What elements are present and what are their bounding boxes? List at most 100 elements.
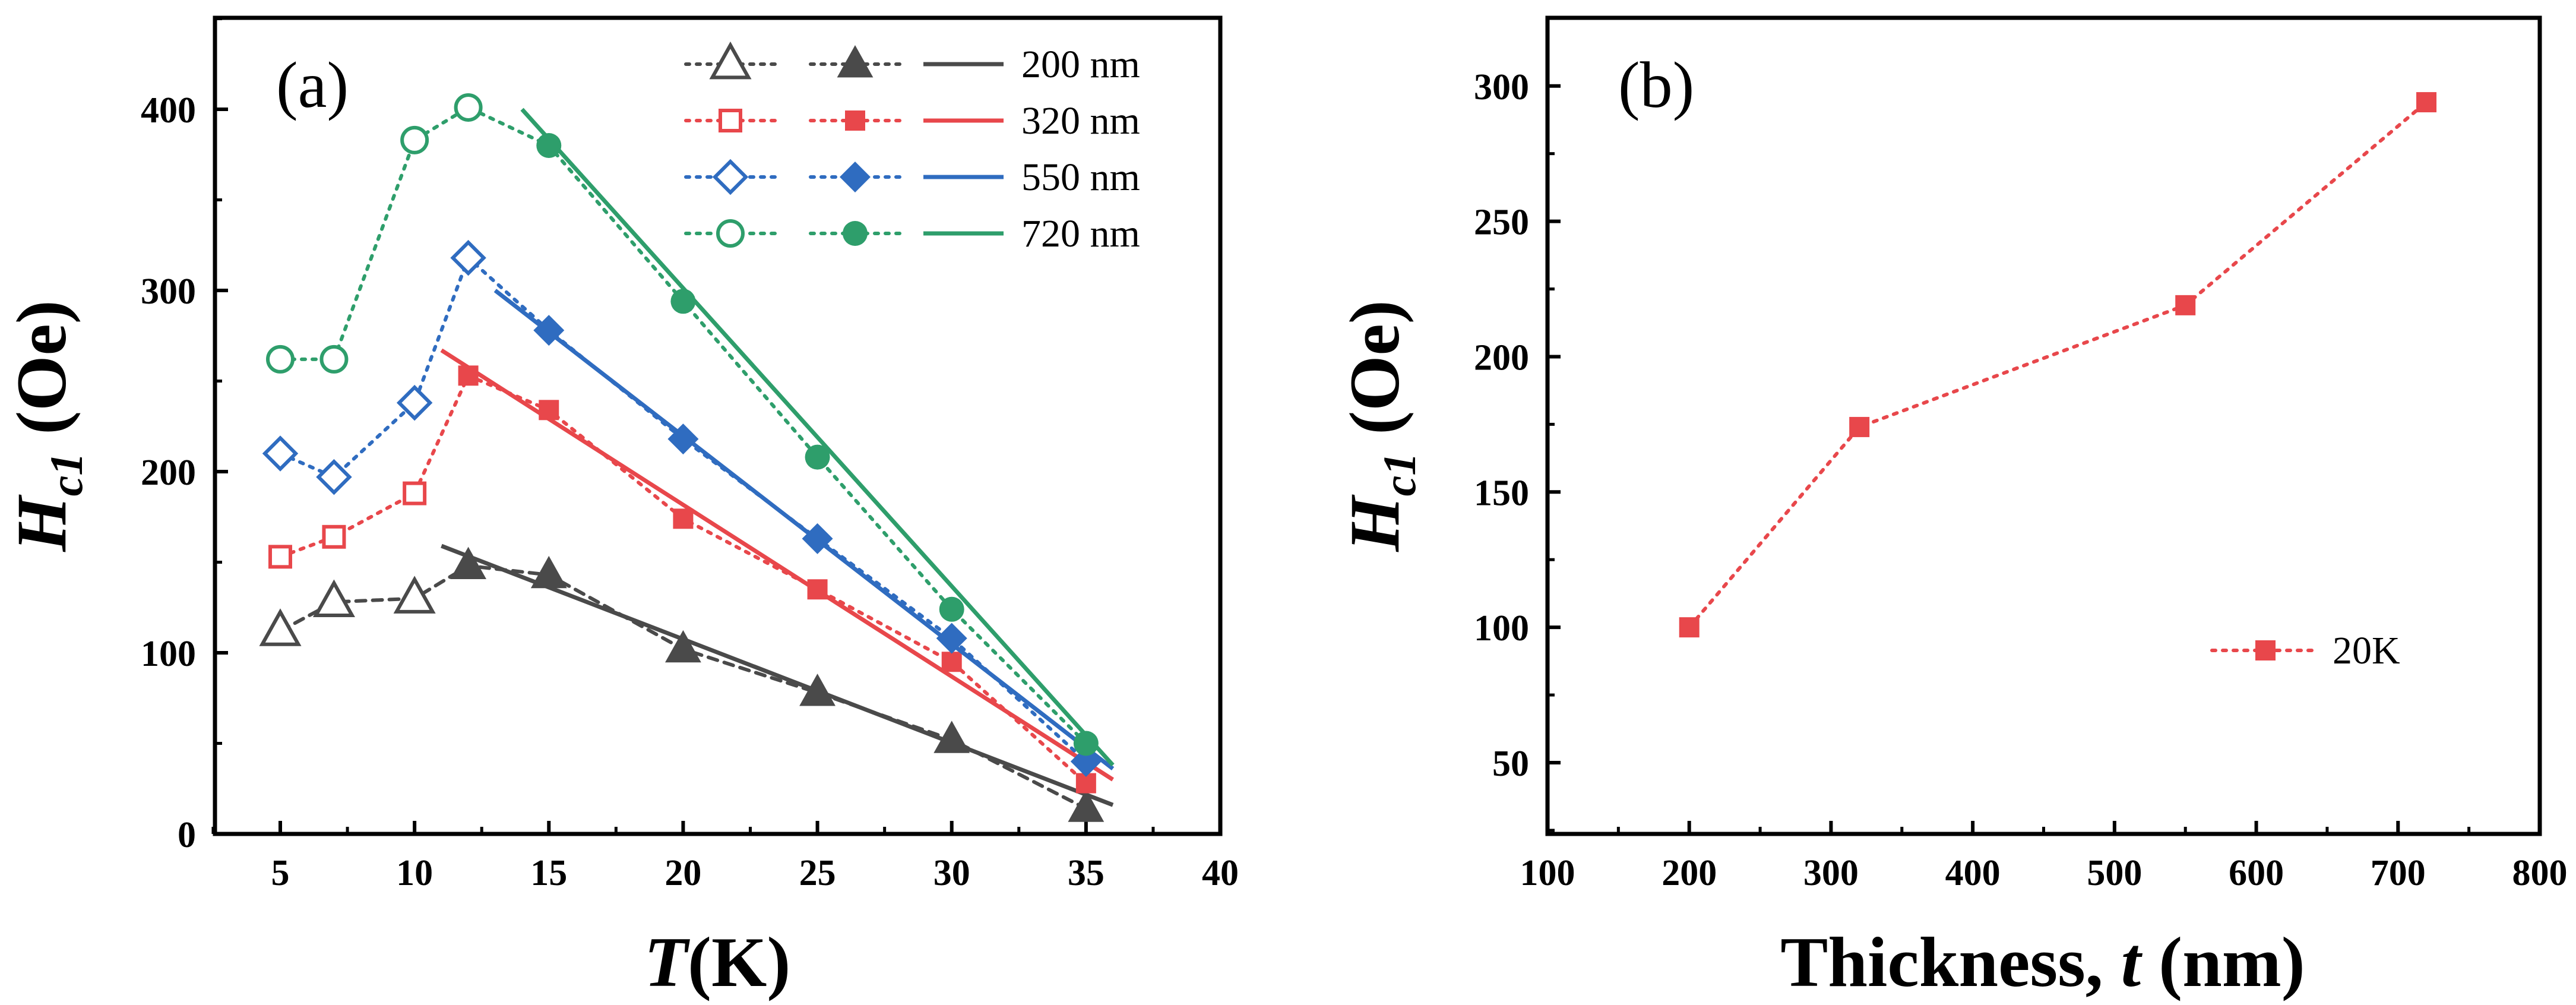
- chart-b-y-tick-label: 50: [1492, 744, 1529, 784]
- chart-b-series-line-20K: [1687, 100, 2429, 630]
- chart-a-y-tick-label: 0: [178, 815, 196, 855]
- chart-a-x-axis-title: T(K): [644, 922, 791, 1001]
- chart-b-y-tick-labels: 50 100 150 200 250 300: [1474, 67, 1529, 784]
- chart-b-legend-marker: [2255, 640, 2276, 660]
- chart-a-point-open-550-nm: [396, 384, 433, 421]
- chart-a-panel-label: (a): [276, 49, 349, 121]
- chart-a-legend-label-720-nm: 720 nm: [1021, 212, 1140, 255]
- chart-b-y-tick-label: 250: [1474, 203, 1529, 243]
- chart-a-point-filled-720-nm: [939, 596, 964, 622]
- chart-b-y-tick-label: 150: [1474, 473, 1529, 513]
- chart-a-plot-area: [211, 17, 1222, 836]
- chart-b-legend-label: 20K: [2333, 629, 2400, 672]
- chart-a-point-filled-550-nm: [802, 523, 833, 554]
- chart-a-point-filled-200-nm: [799, 674, 836, 706]
- chart-b-point-20K: [1679, 617, 1700, 638]
- chart-a-legend-label-200-nm: 200 nm: [1021, 43, 1140, 86]
- chart-a-point-filled-200-nm: [665, 630, 701, 663]
- chart-a-point-filled-200-nm: [933, 720, 970, 753]
- chart-b-x-tick-label: 700: [2371, 853, 2426, 893]
- chart-a-frame: [213, 15, 1223, 836]
- chart-b-x-tick-label: 400: [1945, 853, 2001, 893]
- chart-panel-a: (a) 200 nm 320 nm 550 nm 720 nm 5 10 15 20 25 30…: [2, 15, 1239, 1001]
- chart-a-fit-line-720-nm: [520, 108, 1115, 767]
- chart-a-x-tick-label: 25: [799, 853, 836, 893]
- chart-a-point-open-200-nm: [393, 576, 436, 614]
- chart-a-fit-line-320-nm: [440, 348, 1114, 782]
- chart-b-x-tick-label: 300: [1803, 853, 1859, 893]
- chart-a-y-tick-label: 400: [141, 90, 196, 131]
- chart-b-y-axis-title: Hc1(Oe): [1335, 300, 1425, 552]
- chart-a-point-filled-550-nm: [533, 315, 565, 346]
- chart-a-point-filled-720-nm: [536, 133, 562, 158]
- chart-a-point-open-720-nm: [454, 93, 483, 122]
- chart-b-point-20K: [2416, 92, 2437, 113]
- chart-a-legend-filled-marker-720-nm: [843, 221, 868, 246]
- chart-a-point-filled-720-nm: [805, 444, 830, 470]
- chart-b-legend: 20K: [2210, 629, 2400, 672]
- chart-b-x-axis-title: Thickness, t (nm): [1780, 922, 2305, 1001]
- chart-a-point-open-550-nm: [262, 435, 299, 472]
- chart-a-point-open-720-nm: [266, 345, 295, 374]
- chart-a-point-open-550-nm: [316, 459, 352, 495]
- chart-a-point-filled-320-nm: [458, 365, 479, 386]
- chart-a-point-filled-550-nm: [667, 424, 699, 455]
- chart-a-point-filled-720-nm: [1073, 731, 1099, 756]
- chart-a-point-filled-200-nm: [450, 546, 486, 579]
- chart-a-legend-open-marker-200-nm: [709, 41, 752, 80]
- chart-b-y-tick-label: 100: [1474, 608, 1529, 649]
- chart-panel-b: (b) 20K 100 200 300 400 500 600 700 800 50 100 15…: [1335, 15, 2568, 1001]
- chart-a-x-tick-label: 10: [396, 853, 433, 893]
- chart-b-x-tick-labels: 100 200 300 400 500 600 700 800: [1520, 853, 2568, 893]
- chart-a-point-filled-550-nm: [1070, 746, 1102, 777]
- chart-a-x-tick-labels: 5 10 15 20 25 30 35 40: [271, 853, 1239, 893]
- chart-a-point-filled-200-nm: [1068, 789, 1105, 822]
- chart-a-x-tick-label: 20: [664, 853, 701, 893]
- chart-a-y-tick-label: 300: [141, 271, 196, 312]
- chart-a-point-open-550-nm: [450, 239, 486, 276]
- chart-a-point-filled-720-nm: [670, 289, 696, 314]
- chart-a-point-open-320-nm: [322, 524, 346, 549]
- chart-b-plot-area: [1546, 17, 2542, 834]
- chart-a-legend-filled-marker-320-nm: [845, 110, 865, 131]
- chart-b-point-20K: [1849, 416, 1870, 437]
- chart-b-frame: [1545, 15, 2542, 836]
- chart-a-legend-open-marker-550-nm: [712, 159, 749, 195]
- chart-a-x-tick-label: 35: [1068, 853, 1105, 893]
- chart-a-x-tick-label: 40: [1202, 853, 1239, 893]
- chart-a-x-tick-label: 30: [933, 853, 970, 893]
- chart-b-y-tick-label: 300: [1474, 67, 1529, 108]
- chart-a-point-filled-550-nm: [936, 622, 967, 654]
- chart-b-x-tick-label: 800: [2512, 853, 2568, 893]
- chart-a-point-filled-320-nm: [673, 508, 694, 529]
- chart-b-y-tick-label: 200: [1474, 337, 1529, 378]
- chart-b-x-tick-label: 200: [1662, 853, 1717, 893]
- chart-a-x-tick-label: 5: [271, 853, 290, 893]
- chart-b-x-tick-label: 500: [2087, 853, 2142, 893]
- chart-b-point-20K: [2175, 295, 2196, 315]
- chart-a-legend-filled-marker-550-nm: [840, 162, 871, 192]
- chart-b-x-tick-label: 100: [1520, 853, 1575, 893]
- chart-b-panel-label: (b): [1618, 49, 1694, 121]
- chart-a-point-open-200-nm: [312, 579, 355, 617]
- chart-a-fit-line-200-nm: [441, 543, 1114, 807]
- chart-a-point-open-720-nm: [319, 345, 349, 374]
- chart-a-point-filled-320-nm: [807, 579, 828, 600]
- chart-a-legend-label-320-nm: 320 nm: [1021, 99, 1140, 143]
- chart-b-x-tick-label: 600: [2229, 853, 2284, 893]
- chart-a-y-tick-label: 200: [141, 453, 196, 493]
- chart-a-legend-open-marker-320-nm: [719, 109, 742, 132]
- chart-a-y-tick-labels: 0 100 200 300 400: [141, 90, 196, 855]
- chart-a-fit-line-550-nm: [493, 289, 1115, 770]
- chart-a-point-filled-320-nm: [539, 400, 559, 421]
- chart-a-point-filled-320-nm: [941, 652, 962, 672]
- chart-a-legend: 200 nm 320 nm 550 nm 720 nm: [684, 41, 1140, 255]
- chart-a-point-open-720-nm: [400, 125, 429, 154]
- chart-a-point-open-320-nm: [268, 545, 292, 569]
- chart-a-y-tick-label: 100: [141, 634, 196, 674]
- chart-a-point-open-200-nm: [259, 608, 302, 646]
- chart-a-y-axis-title: Hc1(Oe): [2, 300, 92, 552]
- chart-a-legend-label-550-nm: 550 nm: [1021, 156, 1140, 199]
- chart-a-legend-filled-marker-200-nm: [837, 45, 874, 78]
